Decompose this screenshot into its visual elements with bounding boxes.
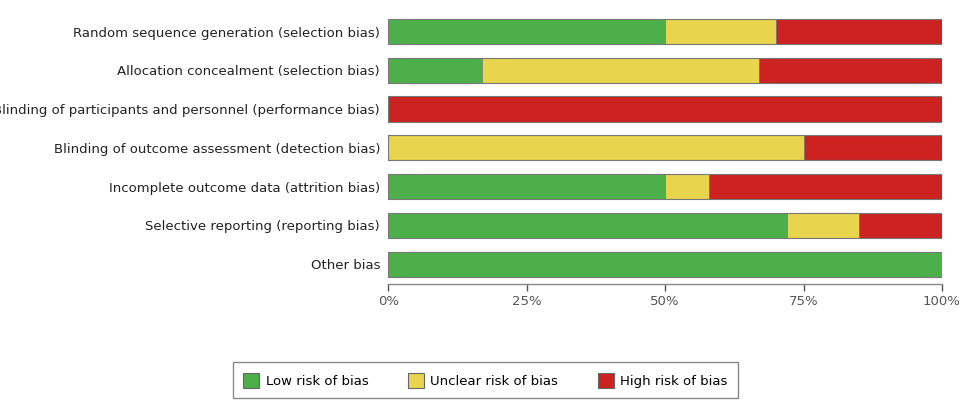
Bar bbox=[388, 58, 483, 83]
Bar bbox=[388, 174, 942, 199]
Bar bbox=[388, 19, 665, 44]
Bar bbox=[388, 58, 942, 83]
Bar bbox=[388, 174, 665, 199]
Bar bbox=[388, 135, 804, 160]
Bar bbox=[388, 252, 942, 277]
Bar bbox=[665, 174, 710, 199]
Legend: Low risk of bias, Unclear risk of bias, High risk of bias: Low risk of bias, Unclear risk of bias, … bbox=[233, 362, 738, 399]
Bar bbox=[483, 58, 759, 83]
Bar bbox=[804, 135, 942, 160]
Bar bbox=[388, 96, 942, 122]
Bar bbox=[388, 19, 942, 44]
Bar bbox=[665, 19, 776, 44]
Bar bbox=[710, 174, 942, 199]
Bar bbox=[388, 213, 942, 238]
Bar bbox=[858, 213, 942, 238]
Bar bbox=[759, 58, 942, 83]
Bar bbox=[388, 252, 942, 277]
Bar bbox=[388, 213, 787, 238]
Bar bbox=[776, 19, 942, 44]
Bar bbox=[388, 135, 942, 160]
Bar bbox=[388, 96, 942, 122]
Bar bbox=[787, 213, 858, 238]
